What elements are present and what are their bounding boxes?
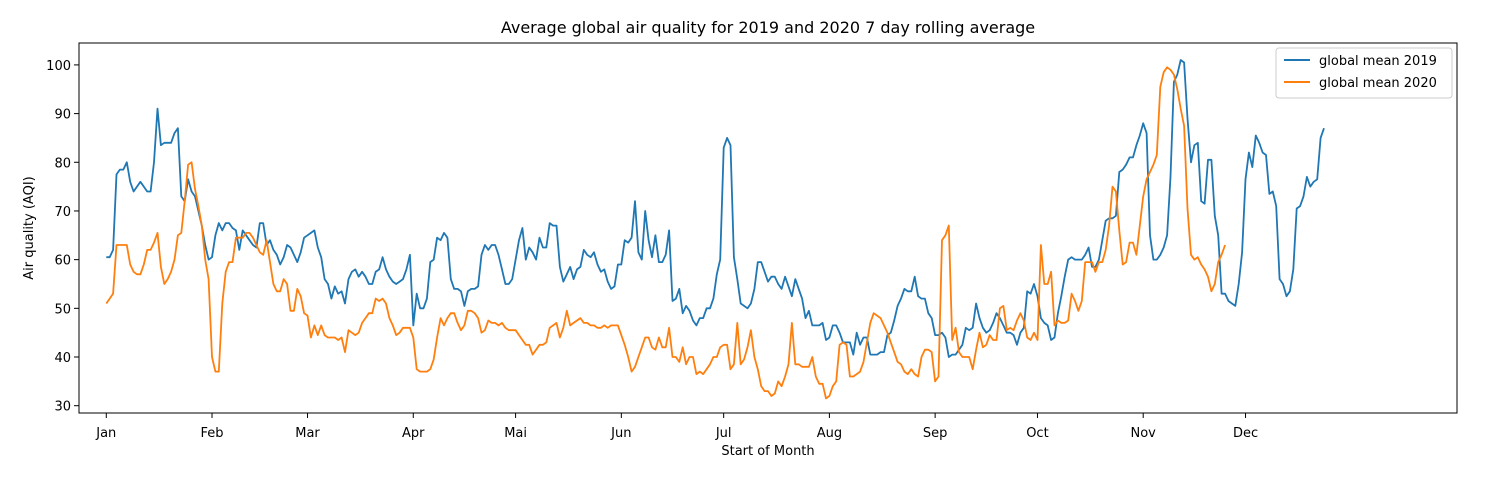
y-axis-title: Air quality (AQI) [22,176,37,279]
legend-label-2020: global mean 2020 [1319,76,1437,91]
chart-title: Average global air quality for 2019 and … [501,18,1035,37]
y-tick-label: 60 [54,254,71,269]
y-tick-label: 30 [54,400,71,415]
x-tick-label: Jan [95,426,116,441]
x-tick-label: Apr [402,426,425,441]
x-tick-label: Jul [715,426,732,441]
x-tick-label: Nov [1131,426,1157,441]
x-tick-label: Feb [201,426,224,441]
y-tick-label: 50 [54,302,71,317]
y-tick-label: 80 [54,156,71,171]
x-axis-title: Start of Month [721,444,814,459]
series-layer [105,59,1325,400]
y-tick-label: 100 [46,59,71,74]
x-axis: Jan Feb Mar Apr Mai Jun Jul Aug Sep Oct Nov Dec [95,413,1258,441]
y-tick-label: 40 [54,351,71,366]
plot-area [78,42,1458,414]
x-tick-label: Mar [295,426,320,441]
plot-frame [78,42,1458,414]
x-tick-label: Aug [817,426,842,441]
y-tick-label: 70 [54,205,71,220]
legend-box [1275,47,1453,99]
series-line-0 [106,59,1325,358]
legend: global mean 2019 global mean 2020 [1275,47,1453,99]
x-tick-label: Oct [1026,426,1048,441]
x-tick-label: Mai [504,426,527,441]
x-tick-label: Jun [610,426,631,441]
x-tick-label: Sep [923,426,948,441]
x-tick-label: Dec [1233,426,1258,441]
series-line-1 [105,66,1226,400]
legend-label-2019: global mean 2019 [1319,54,1437,69]
y-axis: 30 40 50 60 70 80 90 100 [46,59,79,415]
y-tick-label: 90 [54,108,71,123]
